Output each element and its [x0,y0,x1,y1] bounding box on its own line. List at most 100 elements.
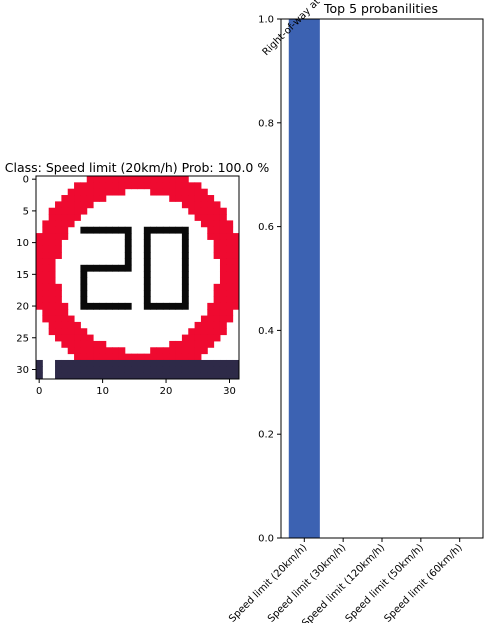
image-pixel [175,226,183,234]
image-pixel [112,347,119,355]
image-pixel [36,359,43,367]
image-x-tick-label: 30 [223,386,236,397]
image-pixel [99,226,107,234]
image-pixel [74,340,81,348]
image-pixel [99,188,107,196]
image-pixel [213,220,221,228]
image-pixel [131,359,138,367]
image-pixel [86,366,94,374]
image-pixel [219,245,227,253]
image-pixel [118,176,126,183]
image-pixel [213,309,221,317]
image-pixel [99,347,107,355]
image-pixel [86,359,94,367]
image-pixel [150,302,158,310]
image-title: Class: Speed limit (20km/h) Prob: 100.0 … [5,160,270,175]
image-pixel [118,366,126,374]
image-pixel [61,328,69,336]
image-pixel [80,271,88,278]
image-pixel [61,372,69,380]
image-pixel [55,226,62,234]
image-pixel [86,188,94,196]
bar-x-tick-label: Speed limit (50km/h) [344,542,426,623]
image-pixel [181,372,189,380]
image-pixel [86,353,94,361]
image-pixel [124,182,132,190]
image-pixel [169,340,177,348]
image-pixel [143,302,151,310]
image-pixel [194,182,202,190]
image-pixel [48,252,56,259]
image-pixel [219,271,227,278]
image-pixel [74,188,81,196]
image-pixel [74,321,81,329]
image-pixel [48,220,56,228]
image-pixel [74,372,81,380]
image-pixel [61,220,69,228]
image-pixel [42,309,50,317]
image-pixel [86,201,94,209]
image-pixel [169,226,177,234]
image-pixel [219,309,227,317]
image-pixel [226,264,234,272]
image-pixel [131,366,138,374]
image-pixel [232,296,240,304]
image-pixel [226,277,234,285]
image-pixel [80,296,88,304]
image-pixel [61,334,69,342]
image-pixel [124,353,132,361]
image-pixel [194,214,202,221]
image-pixel [143,277,151,285]
image-pixel [42,252,50,259]
image-pixel [213,321,221,329]
image-pixel [219,328,227,336]
image-pixel [112,226,119,234]
image-pixel [207,340,215,348]
image-pixel [124,372,132,380]
image-pixel [118,347,126,355]
image-pixel [67,321,75,329]
image-pixel [162,188,170,196]
image-axes: Class: Speed limit (20km/h) Prob: 100.0 … [5,160,270,397]
image-pixel [48,321,56,329]
image-pixel [194,359,202,367]
image-pixel [61,207,69,215]
image-pixel [181,347,189,355]
image-pixel [118,226,126,234]
image-pixel [74,328,81,336]
image-pixel [188,201,196,209]
image-pixel [112,188,119,196]
image-pixel [74,195,81,202]
image-pixel [200,214,208,221]
image-pixel [36,372,43,380]
image-pixel [61,302,69,310]
image-pixel [181,252,189,259]
image-pixel [86,176,94,183]
image-pixel [105,366,113,374]
image-pixel [200,366,208,374]
image-pixel [67,372,75,380]
image-pixel [112,264,119,272]
image-pixel [48,239,56,247]
image-pixel [181,182,189,190]
image-pixel [42,302,50,310]
image-pixel [143,290,151,298]
image-pixel [181,290,189,298]
image-pixel [200,207,208,215]
image-pixel [219,315,227,323]
image-pixel [131,353,138,361]
image-pixel [105,188,113,196]
image-pixel [137,359,145,367]
image-pixel [105,182,113,190]
image-pixel [80,195,88,202]
image-pixel [105,226,113,234]
image-pixel [213,290,221,298]
image-pixel [188,347,196,355]
image-pixel [226,239,234,247]
image-pixel [200,340,208,348]
image-pixel [213,245,221,253]
image-pixel [181,366,189,374]
image-pixel [74,353,81,361]
image-pixel [162,347,170,355]
